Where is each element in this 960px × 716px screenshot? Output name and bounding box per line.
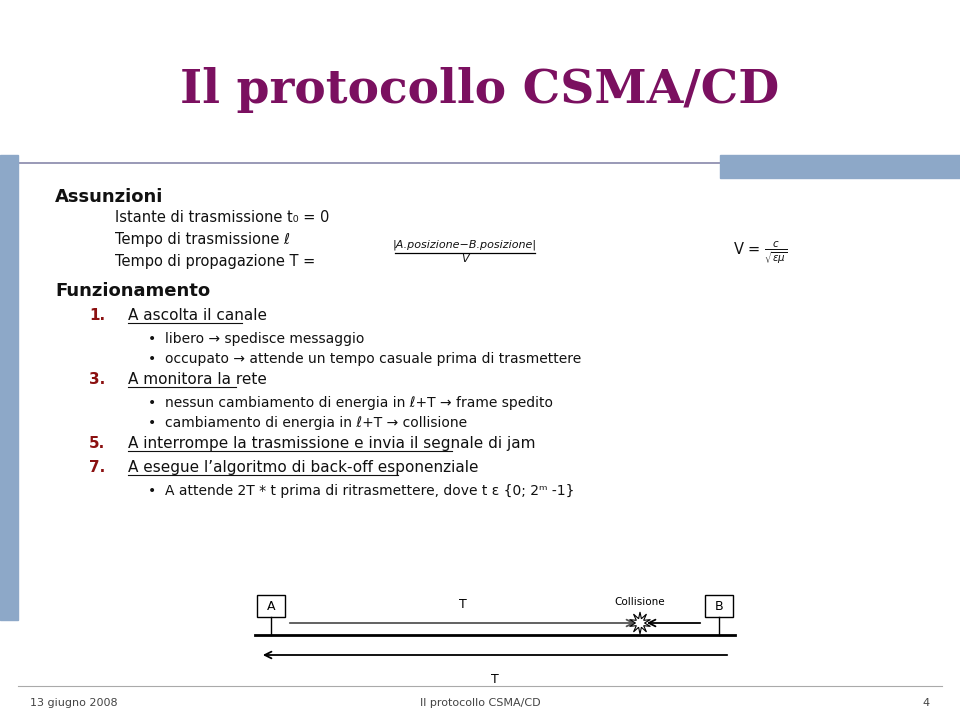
Text: Il protocollo CSMA/CD: Il protocollo CSMA/CD [420,698,540,708]
Text: A: A [267,599,276,612]
Text: •  libero → spedisce messaggio: • libero → spedisce messaggio [148,332,365,346]
Text: •  occupato → attende un tempo casuale prima di trasmettere: • occupato → attende un tempo casuale pr… [148,352,581,366]
Text: T: T [492,673,499,686]
Text: Tempo di trasmissione ℓ: Tempo di trasmissione ℓ [115,232,290,247]
Text: 5.: 5. [88,436,105,451]
Bar [720,155,960,178]
Bar [0,155,18,620]
Text: •  nessun cambiamento di energia in ℓ+T → frame spedito: • nessun cambiamento di energia in ℓ+T →… [148,396,553,410]
Polygon shape [630,612,651,634]
Text: 7.: 7. [88,460,105,475]
Text: V = $\frac{c}{\sqrt{\varepsilon\mu}}$: V = $\frac{c}{\sqrt{\varepsilon\mu}}$ [732,240,787,266]
Text: •  cambiamento di energia in ℓ+T → collisione: • cambiamento di energia in ℓ+T → collis… [148,416,468,430]
Text: •  A attende 2T * t prima di ritrasmettere, dove t ε {0; 2ᵐ -1}: • A attende 2T * t prima di ritrasmetter… [148,484,574,498]
Text: A monitora la rete: A monitora la rete [128,372,267,387]
Text: B: B [714,599,723,612]
Text: T: T [459,598,467,611]
Text: 1.: 1. [89,308,105,323]
Text: 13 giugno 2008: 13 giugno 2008 [30,698,118,708]
Text: Tempo di propagazione T =: Tempo di propagazione T = [115,254,315,269]
Bar [705,595,733,617]
Text: Istante di trasmissione t₀ = 0: Istante di trasmissione t₀ = 0 [115,210,329,225]
Text: A esegue l’algoritmo di back-off esponenziale: A esegue l’algoritmo di back-off esponen… [128,460,478,475]
Text: A ascolta il canale: A ascolta il canale [128,308,267,323]
Bar [257,595,285,617]
Text: A interrompe la trasmissione e invia il segnale di jam: A interrompe la trasmissione e invia il … [128,436,536,451]
Text: Il protocollo CSMA/CD: Il protocollo CSMA/CD [180,67,780,113]
Text: 3.: 3. [88,372,105,387]
Text: |A.posizione−B.posizione|: |A.posizione−B.posizione| [393,239,537,250]
Text: Funzionamento: Funzionamento [55,282,210,300]
Text: Collisione: Collisione [614,597,665,607]
Text: 4: 4 [923,698,930,708]
Text: Assunzioni: Assunzioni [55,188,163,206]
Text: V: V [461,254,468,264]
